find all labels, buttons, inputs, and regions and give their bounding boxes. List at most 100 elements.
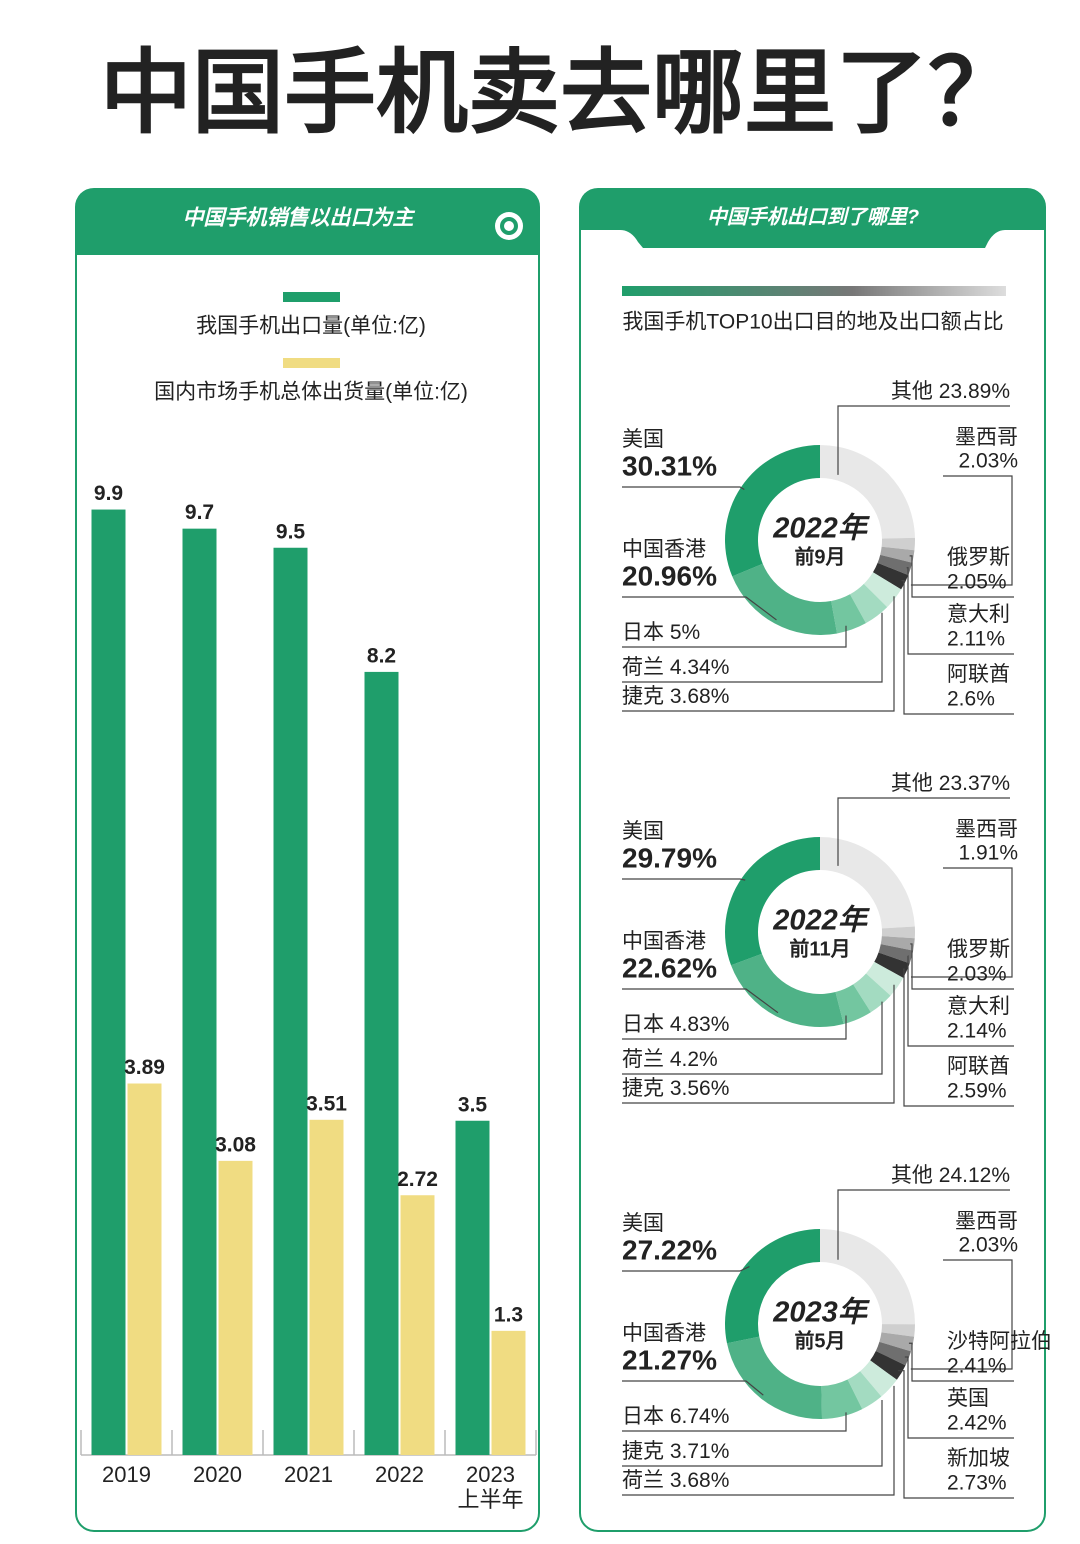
logo (495, 212, 523, 240)
leader-line (910, 943, 1014, 990)
slice-name: 中国香港 (622, 538, 706, 561)
leader-line (622, 984, 895, 1104)
bar (455, 1120, 490, 1455)
slice-name: 俄罗斯 (947, 546, 1010, 569)
donut-slice (725, 1229, 820, 1344)
slice-value-label: 4.34% (670, 656, 730, 679)
donut-center-subtitle: 前11月 (789, 936, 850, 960)
leader-line (622, 1400, 883, 1467)
leader-line (837, 797, 1010, 866)
slice-name: 新加坡 (947, 1447, 1010, 1470)
slice-value-label: 2.11% (947, 628, 1005, 651)
donut-slice (877, 554, 913, 576)
donut-center-title: 2022年 (772, 512, 871, 545)
slice-label: 中国香港 (622, 1322, 706, 1345)
slice-value-label: 2.05% (947, 571, 1007, 594)
donut-slice (879, 1332, 915, 1352)
slice-value-label: 5% (670, 621, 700, 644)
bar (364, 671, 399, 1455)
donut-slice (881, 1324, 915, 1337)
slice-label: 阿联酋 (947, 663, 1010, 686)
donut-slice (820, 837, 915, 929)
slice-label: 其他 23.37% (891, 772, 1010, 795)
leader-line (906, 567, 1014, 655)
donut-slice (726, 1336, 823, 1419)
slice-value-label: 6.74% (670, 1405, 730, 1428)
slice-name: 墨西哥 (955, 1210, 1018, 1233)
slice-label: 美国 (622, 820, 664, 843)
donut-slice (847, 1371, 882, 1410)
slice-name: 荷兰 (622, 656, 664, 679)
leader-line (903, 968, 1014, 1107)
donut-slice (881, 537, 915, 551)
slice-label: 捷克 3.56% (622, 1077, 729, 1100)
slice-value-label: 2.03% (958, 1234, 1018, 1257)
slice-name: 沙特阿拉伯 (947, 1330, 1052, 1353)
slice-name: 阿联酋 (947, 663, 1010, 686)
slice-label: 中国香港 (622, 930, 706, 953)
slice-value-label: 2.41% (947, 1355, 1007, 1378)
slice-value-label: 3.68% (670, 685, 730, 708)
leader-line (622, 1412, 847, 1432)
donut-center-subtitle: 前9月 (794, 544, 845, 568)
slice-label: 捷克 3.71% (622, 1440, 729, 1463)
right-header (580, 189, 1045, 248)
slice-label: 阿联酋 (947, 1055, 1010, 1078)
x-tick-label: 2022 (375, 1462, 424, 1487)
slice-label: 日本 5% (622, 621, 700, 644)
leader-line (898, 1370, 1014, 1499)
leader-line (622, 596, 895, 712)
bar-value-label: 1.3 (494, 1303, 523, 1326)
slice-value-label: 22.62% (622, 952, 717, 983)
donut-slice (880, 936, 915, 951)
slice-label: 其他 24.12% (891, 1164, 1010, 1187)
bar (127, 1083, 162, 1455)
legend-swatch (283, 292, 340, 302)
x-tick-label: 2021 (284, 1462, 333, 1487)
bar-value-label: 2.72 (397, 1168, 438, 1191)
donut-slice (860, 1360, 897, 1397)
bar-value-label: 8.2 (367, 644, 396, 667)
slice-value-label: 2.42% (947, 1412, 1007, 1435)
donut-slice (875, 1341, 911, 1366)
donut-slice (853, 973, 891, 1013)
slice-label: 日本 4.83% (622, 1013, 729, 1036)
slice-value-label: 21.27% (622, 1344, 717, 1375)
legend-label: 国内市场手机总体出货量(单位:亿) (154, 381, 468, 404)
bar (400, 1195, 435, 1455)
slice-value-label: 29.79% (622, 842, 717, 873)
slice-label: 意大利 (947, 995, 1010, 1018)
slice-name: 荷兰 (622, 1469, 664, 1492)
slice-value-label: 2.59% (947, 1080, 1007, 1103)
legend-swatch (283, 358, 340, 368)
legend-label: 我国手机出口量(单位:亿) (196, 315, 426, 338)
slice-value-label: 3.56% (670, 1077, 730, 1100)
donut-center-title: 2023年 (772, 1296, 871, 1329)
leader-line (622, 988, 779, 1014)
bar (491, 1330, 526, 1455)
page-title: 中国手机卖去哪里了？ (100, 42, 1020, 144)
leader-line (622, 1380, 764, 1396)
leader-line (622, 1385, 895, 1496)
donut-slice (731, 953, 844, 1027)
donut-slice (881, 926, 915, 939)
slice-value-label: 2.6% (947, 688, 995, 711)
donut-slice (874, 952, 910, 978)
leader-line (622, 1001, 883, 1075)
bar-value-label: 9.5 (276, 520, 306, 543)
slice-label: 荷兰 4.34% (622, 656, 729, 679)
leader-line (910, 475, 1013, 586)
leader-line (901, 580, 1014, 715)
leader-line (907, 955, 1014, 1047)
slice-value-label: 4.83% (670, 1013, 730, 1036)
slice-name: 意大利 (947, 603, 1010, 626)
donut-slice (878, 944, 914, 964)
slice-name: 其他 (891, 380, 933, 403)
slice-value-label: 2.14% (947, 1020, 1007, 1043)
slice-label: 墨西哥 (955, 1210, 1018, 1233)
donut-slice (724, 445, 820, 577)
donut-slice (870, 1350, 906, 1380)
x-tick-label: 2019 (102, 1462, 151, 1487)
